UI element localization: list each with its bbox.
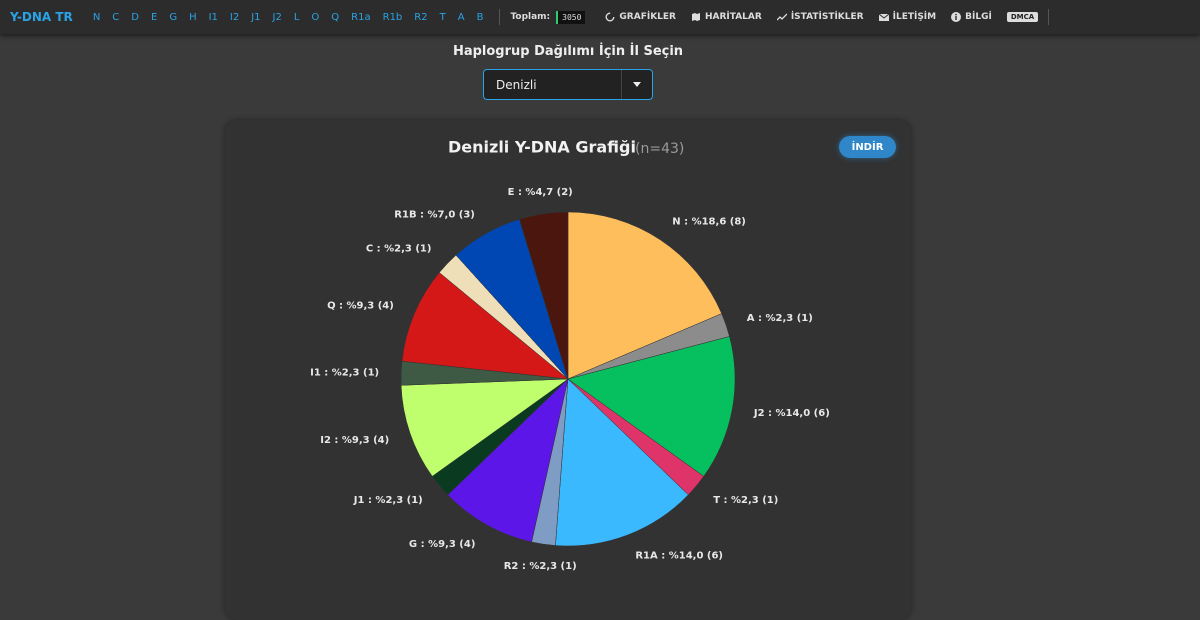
- nav-link-text: BİLGİ: [965, 12, 992, 22]
- nav-link-text: İLETİŞİM: [892, 12, 937, 22]
- download-button[interactable]: İNDİR: [839, 136, 896, 158]
- selector-label: Haplogrup Dağılımı İçin İl Seçin: [452, 44, 684, 59]
- haplogroup-link[interactable]: E: [150, 11, 158, 23]
- pie-slice: [567, 211, 723, 380]
- slice-label: Q : %9,3 (4): [327, 301, 394, 312]
- haplogroup-link[interactable]: R1b: [382, 11, 403, 23]
- brand[interactable]: Y-DNA TR: [10, 10, 73, 24]
- haplogroup-link[interactable]: C: [112, 11, 120, 23]
- slice-label: A : %2,3 (1): [747, 313, 813, 324]
- chart: Denizli Y-DNA Grafiği (n=43) N : %18,6 (…: [310, 138, 830, 572]
- slice-label: T : %2,3 (1): [713, 495, 778, 506]
- haplogroup-link[interactable]: N: [92, 11, 101, 23]
- pie-slice: [567, 336, 736, 477]
- nav-link[interactable]: GRAFİKLER: [605, 12, 676, 22]
- nav-link-text: HARİTALAR: [705, 12, 762, 22]
- haplogroup-link[interactable]: L: [293, 11, 300, 23]
- slice-label: R1B : %7,0 (3): [394, 210, 475, 221]
- haplogroup-link[interactable]: J2: [272, 11, 282, 23]
- haplogroup-link[interactable]: J1: [251, 11, 261, 23]
- haplogroup-link[interactable]: I2: [229, 11, 240, 23]
- haplogroup-link[interactable]: T: [439, 11, 446, 23]
- haplogroup-link[interactable]: A: [457, 11, 465, 23]
- pie-slice: [519, 211, 569, 380]
- nav-link[interactable]: BİLGİ: [951, 12, 992, 22]
- haplogroup-links: N C D E G H I1 I2 J1 J2 L O Q R1a R1b R2 T A B: [87, 12, 490, 23]
- slice-label: R1A : %14,0 (6): [635, 551, 723, 562]
- nav-link-text: İSTATİSTİKLER: [790, 12, 864, 22]
- slice-label: J2 : %14,0 (6): [753, 408, 830, 419]
- haplogroup-link[interactable]: R2: [414, 11, 428, 23]
- separator: [499, 9, 501, 25]
- pie-slice: [555, 378, 689, 547]
- slice-label: N : %18,6 (8): [672, 216, 746, 227]
- total-count: 3050: [556, 10, 586, 24]
- separator: [1048, 9, 1050, 25]
- province-select[interactable]: Denizli: [483, 69, 653, 100]
- slice-label: I1 : %2,3 (1): [310, 367, 379, 378]
- haplogroup-link[interactable]: H: [189, 11, 197, 23]
- haplogroup-link[interactable]: B: [476, 11, 484, 23]
- slice-label: E : %4,7 (2): [508, 187, 573, 198]
- nav-link-text: GRAFİKLER: [619, 12, 676, 22]
- nav-link[interactable]: HARİTALAR: [691, 12, 762, 22]
- navbar: Y-DNA TR N C D E G H I1 I2 J1 J2 L O Q R1a R1b R2 T A B To…: [0, 0, 1200, 34]
- page: Y-DNA TR N C D E G H I1 I2 J1 J2 L O Q R1a R1b R2 T A B To…: [0, 0, 1200, 572]
- pie-slice: [447, 378, 569, 543]
- slice-label: I2 : %9,3 (4): [320, 435, 389, 446]
- slice-label: R2 : %2,3 (1): [504, 561, 577, 572]
- haplogroup-link[interactable]: Q: [331, 11, 340, 23]
- haplogroup-link[interactable]: I1: [208, 11, 218, 23]
- nav-link[interactable]: İLETİŞİM: [878, 12, 937, 22]
- chart-title: Denizli Y-DNA Grafiği: [448, 138, 636, 157]
- selected-value: Denizli: [496, 77, 537, 92]
- total-label: Toplam:: [510, 12, 551, 22]
- dropdown-arrow: [621, 70, 652, 99]
- slice-label: C : %2,3 (1): [366, 243, 432, 254]
- haplogroup-link[interactable]: D: [131, 11, 139, 23]
- nav-link[interactable]: İSTATİSTİKLER: [776, 12, 864, 22]
- slice-label: G : %9,3 (4): [409, 539, 475, 550]
- dmca-badge[interactable]: DMCA: [1006, 12, 1039, 22]
- haplogroup-link[interactable]: G: [169, 11, 178, 23]
- chart-subtitle: (n=43): [635, 141, 684, 157]
- pie-slice: [401, 272, 569, 380]
- haplogroup-link[interactable]: R1a: [351, 11, 371, 23]
- slice-label: J1 : %2,3 (1): [353, 495, 423, 506]
- pie-slice: [400, 378, 569, 477]
- haplogroup-link[interactable]: O: [311, 11, 320, 23]
